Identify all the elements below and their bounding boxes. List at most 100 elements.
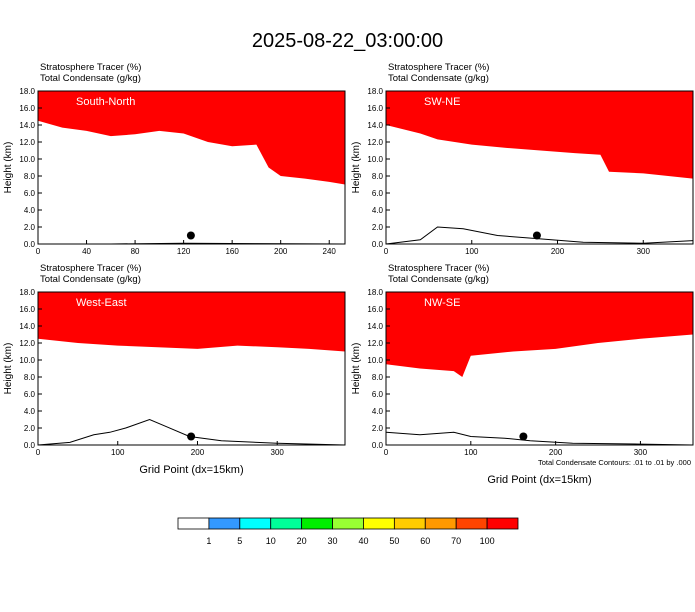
colorbar-label: 60 (420, 536, 430, 546)
y-tick-label: 6.0 (372, 390, 384, 399)
y-tick-label: 16.0 (367, 104, 383, 113)
plot-frame (37, 291, 346, 446)
plot-frame (37, 90, 346, 245)
plot-area (38, 91, 345, 244)
header-line2: Total Condensate (g/kg) (40, 274, 141, 285)
panel-label: SW-NE (424, 96, 460, 108)
header-line2: Total Condensate (g/kg) (388, 73, 489, 84)
x-tick-label: 0 (36, 247, 41, 256)
y-tick-label: 4.0 (24, 407, 36, 416)
y-tick-label: 10.0 (19, 155, 35, 164)
colorbar-label: 30 (328, 536, 338, 546)
y-tick-label: 2.0 (24, 424, 36, 433)
header-line1: Stratosphere Tracer (%) (40, 62, 141, 73)
header-line2: Total Condensate (g/kg) (388, 274, 489, 285)
y-tick-label: 18.0 (367, 87, 383, 96)
header-line1: Stratosphere Tracer (%) (388, 263, 489, 274)
location-marker (187, 432, 196, 441)
tracer-core (386, 91, 693, 166)
location-marker (519, 432, 528, 441)
plot-area (386, 91, 693, 244)
y-tick-label: 16.0 (19, 305, 35, 314)
x-tick-label: 300 (634, 448, 648, 457)
colorbar-label: 1 (206, 536, 211, 546)
colorbar-swatch (208, 517, 241, 530)
y-tick-label: 4.0 (24, 206, 36, 215)
terrain-line (386, 431, 693, 445)
y-tick-label: 6.0 (372, 189, 384, 198)
y-tick-label: 6.0 (24, 189, 36, 198)
colorbar-label: 100 (480, 536, 495, 546)
colorbar-swatch (177, 517, 210, 530)
y-tick-label: 14.0 (19, 322, 35, 331)
x-axis-label: Grid Point (dx=15km) (139, 464, 243, 476)
x-tick-label: 0 (384, 448, 389, 457)
y-tick-label: 18.0 (19, 87, 35, 96)
y-tick-label: 0.0 (372, 240, 384, 249)
x-tick-label: 300 (637, 247, 651, 256)
x-tick-label: 0 (36, 448, 41, 457)
x-tick-label: 100 (111, 448, 125, 457)
panel-label: West-East (76, 297, 127, 309)
y-tick-label: 10.0 (367, 356, 383, 365)
y-tick-label: 16.0 (19, 104, 35, 113)
y-axis-label: Height (km) (351, 142, 362, 194)
y-tick-label: 4.0 (372, 407, 384, 416)
x-tick-label: 200 (549, 448, 563, 457)
y-axis-label: Height (km) (3, 142, 14, 194)
y-tick-label: 4.0 (372, 206, 384, 215)
colorbar-swatch (332, 517, 364, 530)
y-tick-label: 10.0 (19, 356, 35, 365)
colorbar-label: 40 (358, 536, 368, 546)
y-tick-label: 2.0 (372, 223, 384, 232)
y-tick-label: 14.0 (367, 322, 383, 331)
y-axis-label: Height (km) (351, 343, 362, 395)
x-tick-label: 0 (384, 247, 389, 256)
x-tick-label: 300 (271, 448, 285, 457)
y-tick-label: 8.0 (372, 373, 384, 382)
x-axis-label: Grid Point (dx=15km) (487, 474, 591, 486)
terrain-line (38, 418, 345, 445)
contour-footnote: Total Condensate Contours: .01 to .01 by… (538, 458, 691, 467)
x-tick-label: 200 (274, 247, 288, 256)
panel-west-east: 0.0 2.0 4.0 6.0 8.0 10.0 12.0 14.0 16.0 18.0 0 100 2… (3, 263, 346, 476)
colorbar-swatch (393, 517, 426, 530)
colorbar-label: 70 (451, 536, 461, 546)
x-tick-label: 100 (464, 448, 478, 457)
y-tick-label: 18.0 (367, 288, 383, 297)
y-tick-label: 2.0 (24, 223, 36, 232)
location-marker (186, 231, 195, 240)
y-tick-label: 2.0 (372, 424, 384, 433)
y-axis-label: Height (km) (3, 343, 14, 395)
y-tick-label: 10.0 (367, 155, 383, 164)
y-tick-label: 8.0 (24, 373, 36, 382)
colorbar-label: 50 (389, 536, 399, 546)
header-line2: Total Condensate (g/kg) (40, 73, 141, 84)
x-tick-label: 40 (82, 247, 91, 256)
plot-area (386, 292, 693, 445)
y-tick-label: 0.0 (24, 240, 36, 249)
y-tick-label: 8.0 (24, 172, 36, 181)
x-tick-label: 160 (225, 247, 239, 256)
y-tick-label: 0.0 (372, 441, 384, 450)
colorbar-swatch (363, 517, 395, 530)
x-tick-label: 240 (323, 247, 337, 256)
location-marker (532, 231, 541, 240)
header-line1: Stratosphere Tracer (%) (388, 62, 489, 73)
panel-nw-se: 0.0 2.0 4.0 6.0 8.0 10.0 12.0 14.0 16.0 18.0 0 100 2… (351, 263, 694, 486)
colorbar-swatch (239, 517, 272, 530)
colorbar-label: 5 (237, 536, 242, 546)
y-tick-label: 14.0 (367, 121, 383, 130)
x-tick-label: 100 (465, 247, 479, 256)
tracer-core (38, 292, 345, 339)
terrain-line (386, 226, 693, 244)
panel-label: NW-SE (424, 297, 460, 309)
y-tick-label: 18.0 (19, 288, 35, 297)
x-tick-label: 200 (551, 247, 565, 256)
panel-south-north: 0.0 2.0 4.0 6.0 8.0 10.0 12.0 14.0 16.0 18.0 0 40 80… (3, 62, 346, 256)
y-tick-label: 12.0 (19, 138, 35, 147)
y-tick-label: 12.0 (367, 339, 383, 348)
tracer-core (386, 292, 693, 365)
colorbar-swatch (424, 517, 457, 530)
